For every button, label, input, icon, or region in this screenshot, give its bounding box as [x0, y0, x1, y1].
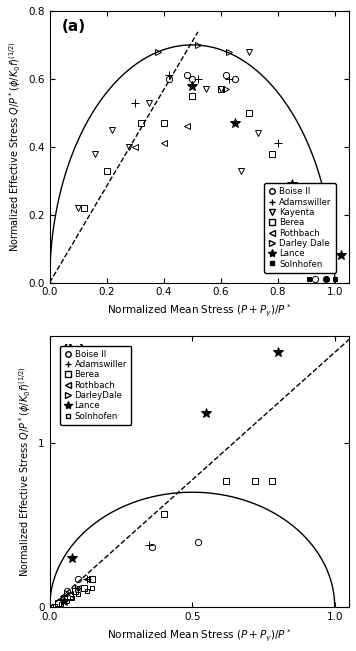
Y-axis label: Normalized Effective Stress $Q/P^*(\phi/K_0 f)^{(1/2)}$: Normalized Effective Stress $Q/P^*(\phi/… — [7, 41, 23, 252]
Legend: Boise II, Adamswiller, Berea, Rothbach, DarleyDale, Lance, Solnhofen: Boise II, Adamswiller, Berea, Rothbach, … — [60, 346, 131, 425]
X-axis label: Normalized Mean Stress $(P+P_{\gamma})/P^*$: Normalized Mean Stress $(P+P_{\gamma})/P… — [107, 628, 292, 644]
Text: (a): (a) — [62, 19, 86, 34]
Y-axis label: Normalized Effective Stress $Q/P^*(\phi/K_0 f)^{(1/2)}$: Normalized Effective Stress $Q/P^*(\phi/… — [17, 366, 33, 577]
Legend: Boise II, Adamswiller, Kayenta, Berea, Rothbach, Darley Dale, Lance, Solnhofen: Boise II, Adamswiller, Kayenta, Berea, R… — [265, 183, 336, 273]
Text: (b): (b) — [62, 344, 86, 359]
X-axis label: Normalized Mean Stress $(P+P_{\gamma})/P^*$: Normalized Mean Stress $(P+P_{\gamma})/P… — [107, 303, 292, 319]
